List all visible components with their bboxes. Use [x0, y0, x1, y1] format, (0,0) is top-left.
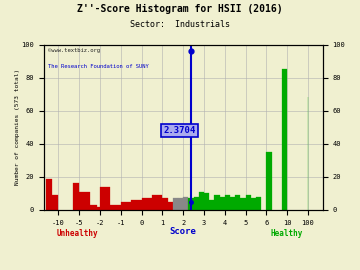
Bar: [256, 197, 261, 210]
Bar: [282, 69, 287, 210]
Text: Sector:  Industrials: Sector: Industrials: [130, 20, 230, 29]
Bar: [96, 207, 100, 210]
Bar: [111, 205, 121, 210]
Bar: [194, 197, 199, 210]
Y-axis label: Number of companies (573 total): Number of companies (573 total): [15, 69, 20, 185]
Bar: [204, 193, 209, 210]
Bar: [152, 195, 162, 210]
Bar: [79, 192, 90, 210]
Bar: [168, 202, 173, 210]
Bar: [73, 184, 79, 210]
Bar: [100, 187, 111, 210]
Bar: [173, 198, 178, 210]
Text: Z''-Score Histogram for HSII (2016): Z''-Score Histogram for HSII (2016): [77, 4, 283, 14]
Bar: [209, 200, 215, 210]
Bar: [215, 195, 220, 210]
Text: Unhealthy: Unhealthy: [57, 229, 98, 238]
Text: The Research Foundation of SUNY: The Research Foundation of SUNY: [48, 64, 149, 69]
Bar: [199, 192, 204, 210]
Text: 2.3704: 2.3704: [163, 126, 195, 135]
Bar: [266, 152, 271, 210]
Bar: [225, 195, 230, 210]
Bar: [121, 202, 131, 210]
Bar: [235, 195, 240, 210]
Bar: [141, 198, 152, 210]
Bar: [220, 197, 225, 210]
Bar: [46, 178, 52, 210]
Bar: [52, 195, 58, 210]
Bar: [246, 195, 251, 210]
Bar: [162, 198, 168, 210]
Bar: [251, 198, 256, 210]
Bar: [230, 197, 235, 210]
Bar: [240, 198, 246, 210]
Text: Healthy: Healthy: [270, 229, 302, 238]
Text: ©www.textbiz.org: ©www.textbiz.org: [48, 48, 100, 53]
Bar: [188, 198, 194, 210]
Bar: [90, 205, 96, 210]
Bar: [183, 197, 188, 210]
X-axis label: Score: Score: [170, 227, 197, 236]
Bar: [178, 198, 183, 210]
Bar: [131, 200, 141, 210]
